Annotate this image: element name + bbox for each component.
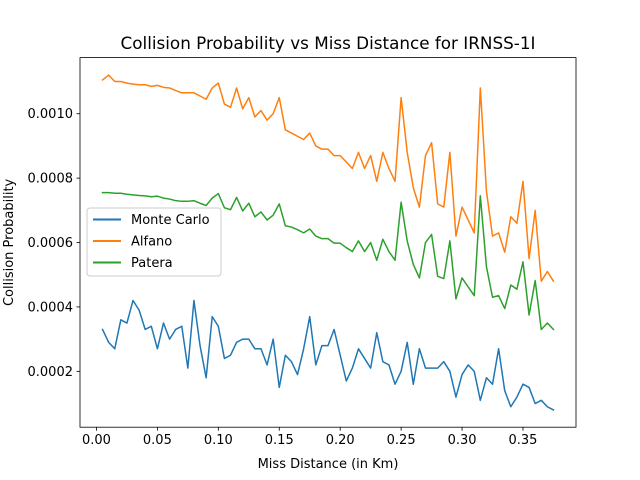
series-line-alfano [101,74,555,283]
legend-box [86,207,222,277]
legend-label-monte-carlo: Monte Carlo [131,213,210,228]
y-tick-label: 0.0010 [28,107,74,122]
y-tick-label: 0.0004 [28,300,74,315]
series-line-monte-carlo [101,299,555,411]
series-layer [101,74,555,411]
x-tick-label: 0.30 [448,433,477,448]
x-axis: 0.00 0.05 0.10 0.15 0.20 0.25 0.30 0.35 [82,427,537,448]
x-tick-label: 0.15 [265,433,294,448]
series-line-patera [101,191,555,331]
chart-title: Collision Probability vs Miss Distance f… [121,33,536,53]
legend: Monte Carlo Alfano Patera [86,207,222,277]
y-axis-label: Collision Probability [2,178,17,306]
legend-label-alfano: Alfano [131,235,172,250]
y-axis: 0.0002 0.0004 0.0006 0.0008 0.0010 [28,107,80,380]
y-tick-label: 0.0002 [28,365,74,380]
x-tick-label: 0.10 [204,433,233,448]
x-tick-label: 0.25 [387,433,416,448]
y-tick-label: 0.0008 [28,172,74,187]
x-tick-label: 0.20 [326,433,355,448]
x-tick-label: 0.00 [82,433,111,448]
legend-label-patera: Patera [131,256,173,271]
x-axis-label: Miss Distance (in Km) [258,457,399,472]
x-tick-label: 0.35 [509,433,538,448]
x-tick-label: 0.05 [143,433,172,448]
y-tick-label: 0.0006 [28,236,74,251]
